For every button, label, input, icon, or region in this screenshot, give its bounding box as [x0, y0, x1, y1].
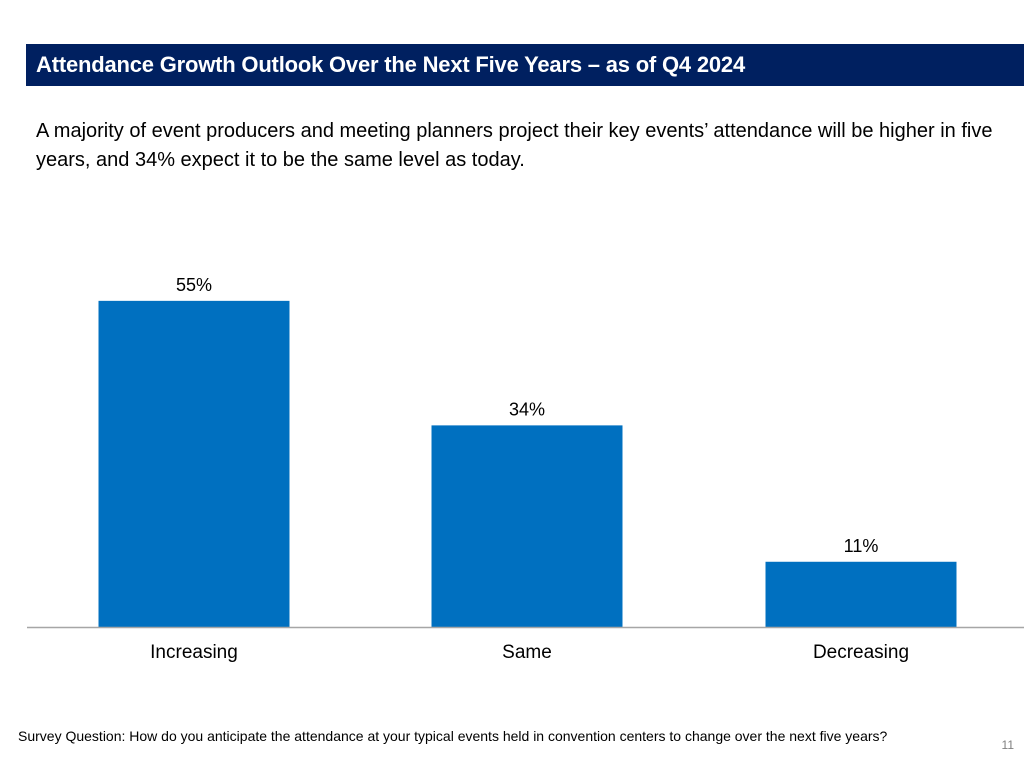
- title-bar: Attendance Growth Outlook Over the Next …: [26, 44, 1024, 86]
- page-number: 11: [1001, 738, 1014, 752]
- data-label-decreasing: 11%: [844, 536, 879, 556]
- bar-chart: 55% Increasing 34% Same 11% Decreasing: [27, 275, 1024, 663]
- bar-decreasing: [765, 561, 957, 627]
- bar-increasing: [98, 300, 290, 627]
- summary-text: A majority of event producers and meetin…: [36, 120, 993, 171]
- bar-same: [431, 425, 623, 627]
- category-label-increasing: Increasing: [150, 642, 238, 663]
- category-label-decreasing: Decreasing: [813, 642, 909, 663]
- data-label-increasing: 55%: [176, 275, 212, 295]
- page-title: Attendance Growth Outlook Over the Next …: [36, 52, 745, 77]
- survey-question: Survey Question: How do you anticipate t…: [18, 728, 888, 744]
- category-label-same: Same: [502, 642, 552, 663]
- data-label-same: 34%: [509, 399, 545, 419]
